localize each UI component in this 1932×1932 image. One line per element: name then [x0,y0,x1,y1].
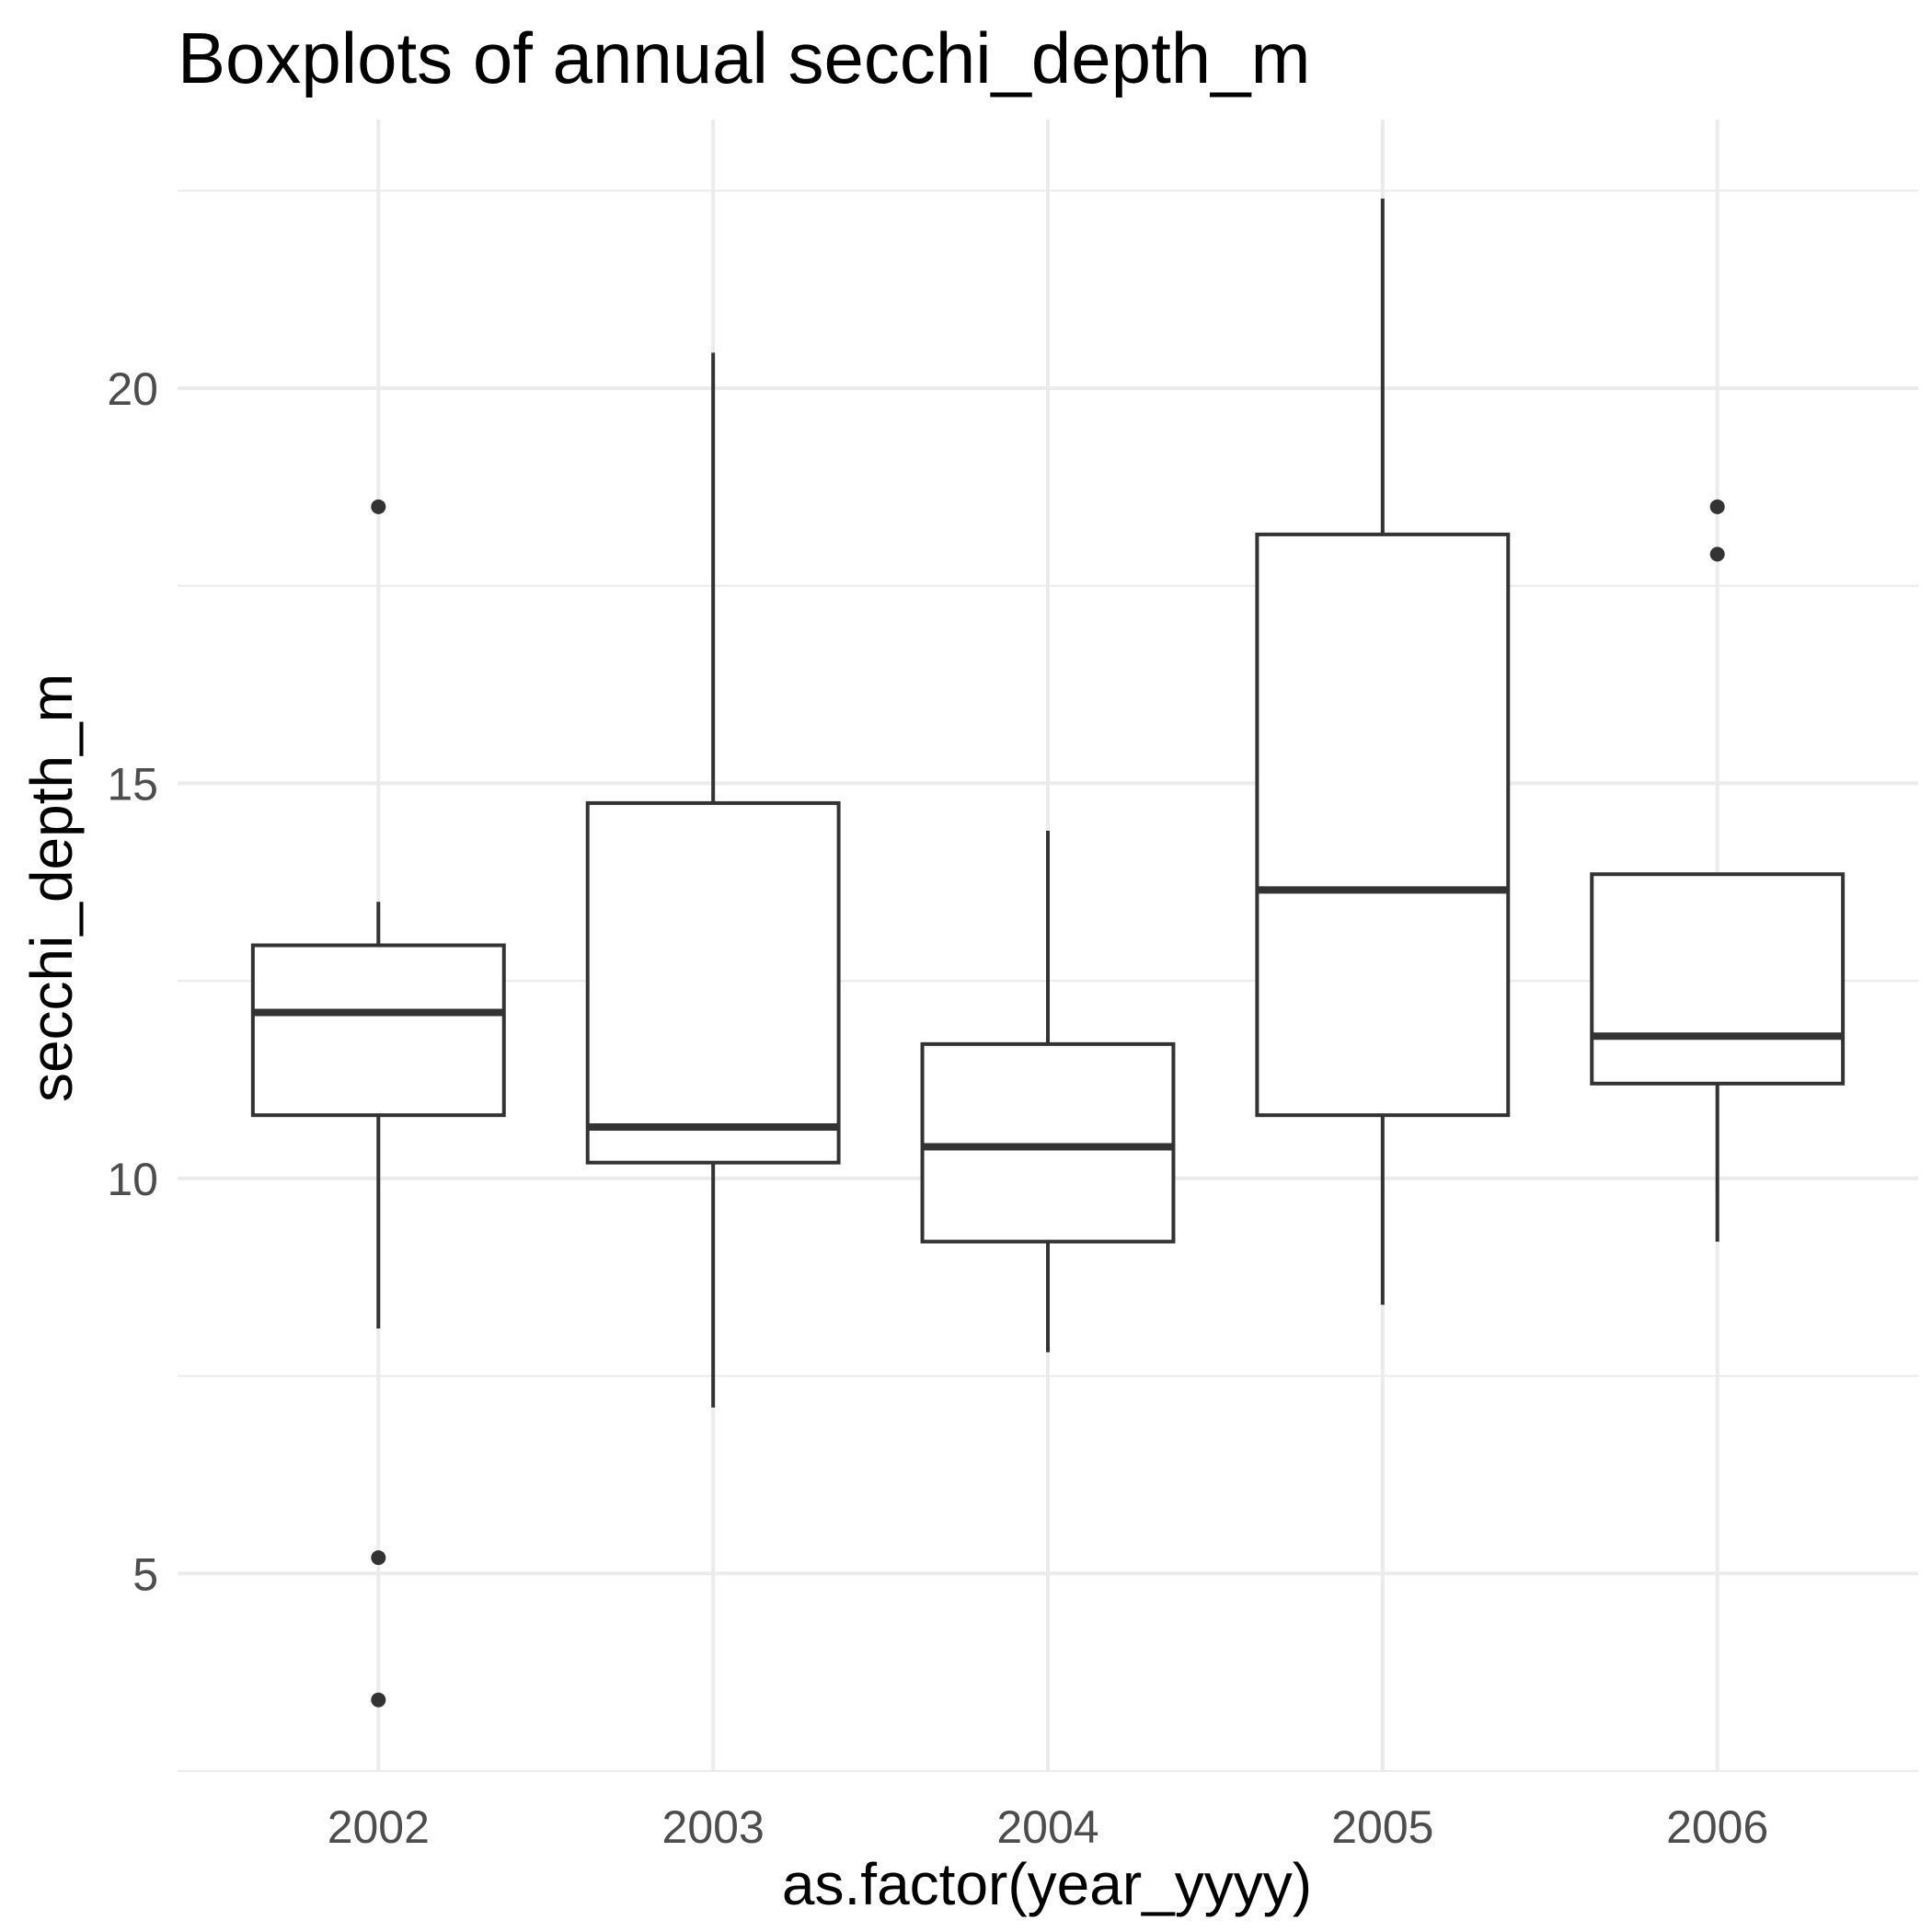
x-tick-label: 2004 [996,1801,1098,1853]
y-axis-title: secchi_depth_m [18,673,85,1102]
boxplot-2003 [585,352,841,1408]
x-tick-label: 2005 [1331,1801,1433,1853]
x-tick-label: 2006 [1666,1801,1768,1853]
axis-tick-labels: 5 10 15 20 2002 2003 2004 2005 2006 [107,363,1768,1853]
outlier-point [1709,499,1725,514]
box-iqr [1255,532,1511,1118]
y-tick-label: 20 [107,363,158,415]
boxplot-2005 [1255,198,1511,1305]
outlier-point [371,1550,386,1566]
outlier-point [371,499,386,514]
box-iqr [250,943,506,1118]
y-tick-label: 10 [107,1154,158,1205]
outlier-point [371,1692,386,1708]
boxplot-2004 [920,830,1176,1352]
boxplot-2002 [250,499,506,1708]
box-iqr [920,1041,1176,1244]
boxplot-series [250,198,1846,1708]
x-tick-label: 2002 [328,1801,430,1853]
outlier-point [1709,546,1725,562]
y-tick-label: 15 [107,758,158,810]
box-iqr [585,800,841,1165]
y-tick-label: 5 [132,1548,158,1600]
box-iqr [1590,872,1846,1086]
x-axis-title: as.factor(year_yyyy) [782,1851,1312,1917]
x-tick-label: 2003 [662,1801,765,1853]
boxplot-2006 [1590,499,1846,1242]
chart-title: Boxplots of annual secchi_depth_m [178,17,1310,98]
